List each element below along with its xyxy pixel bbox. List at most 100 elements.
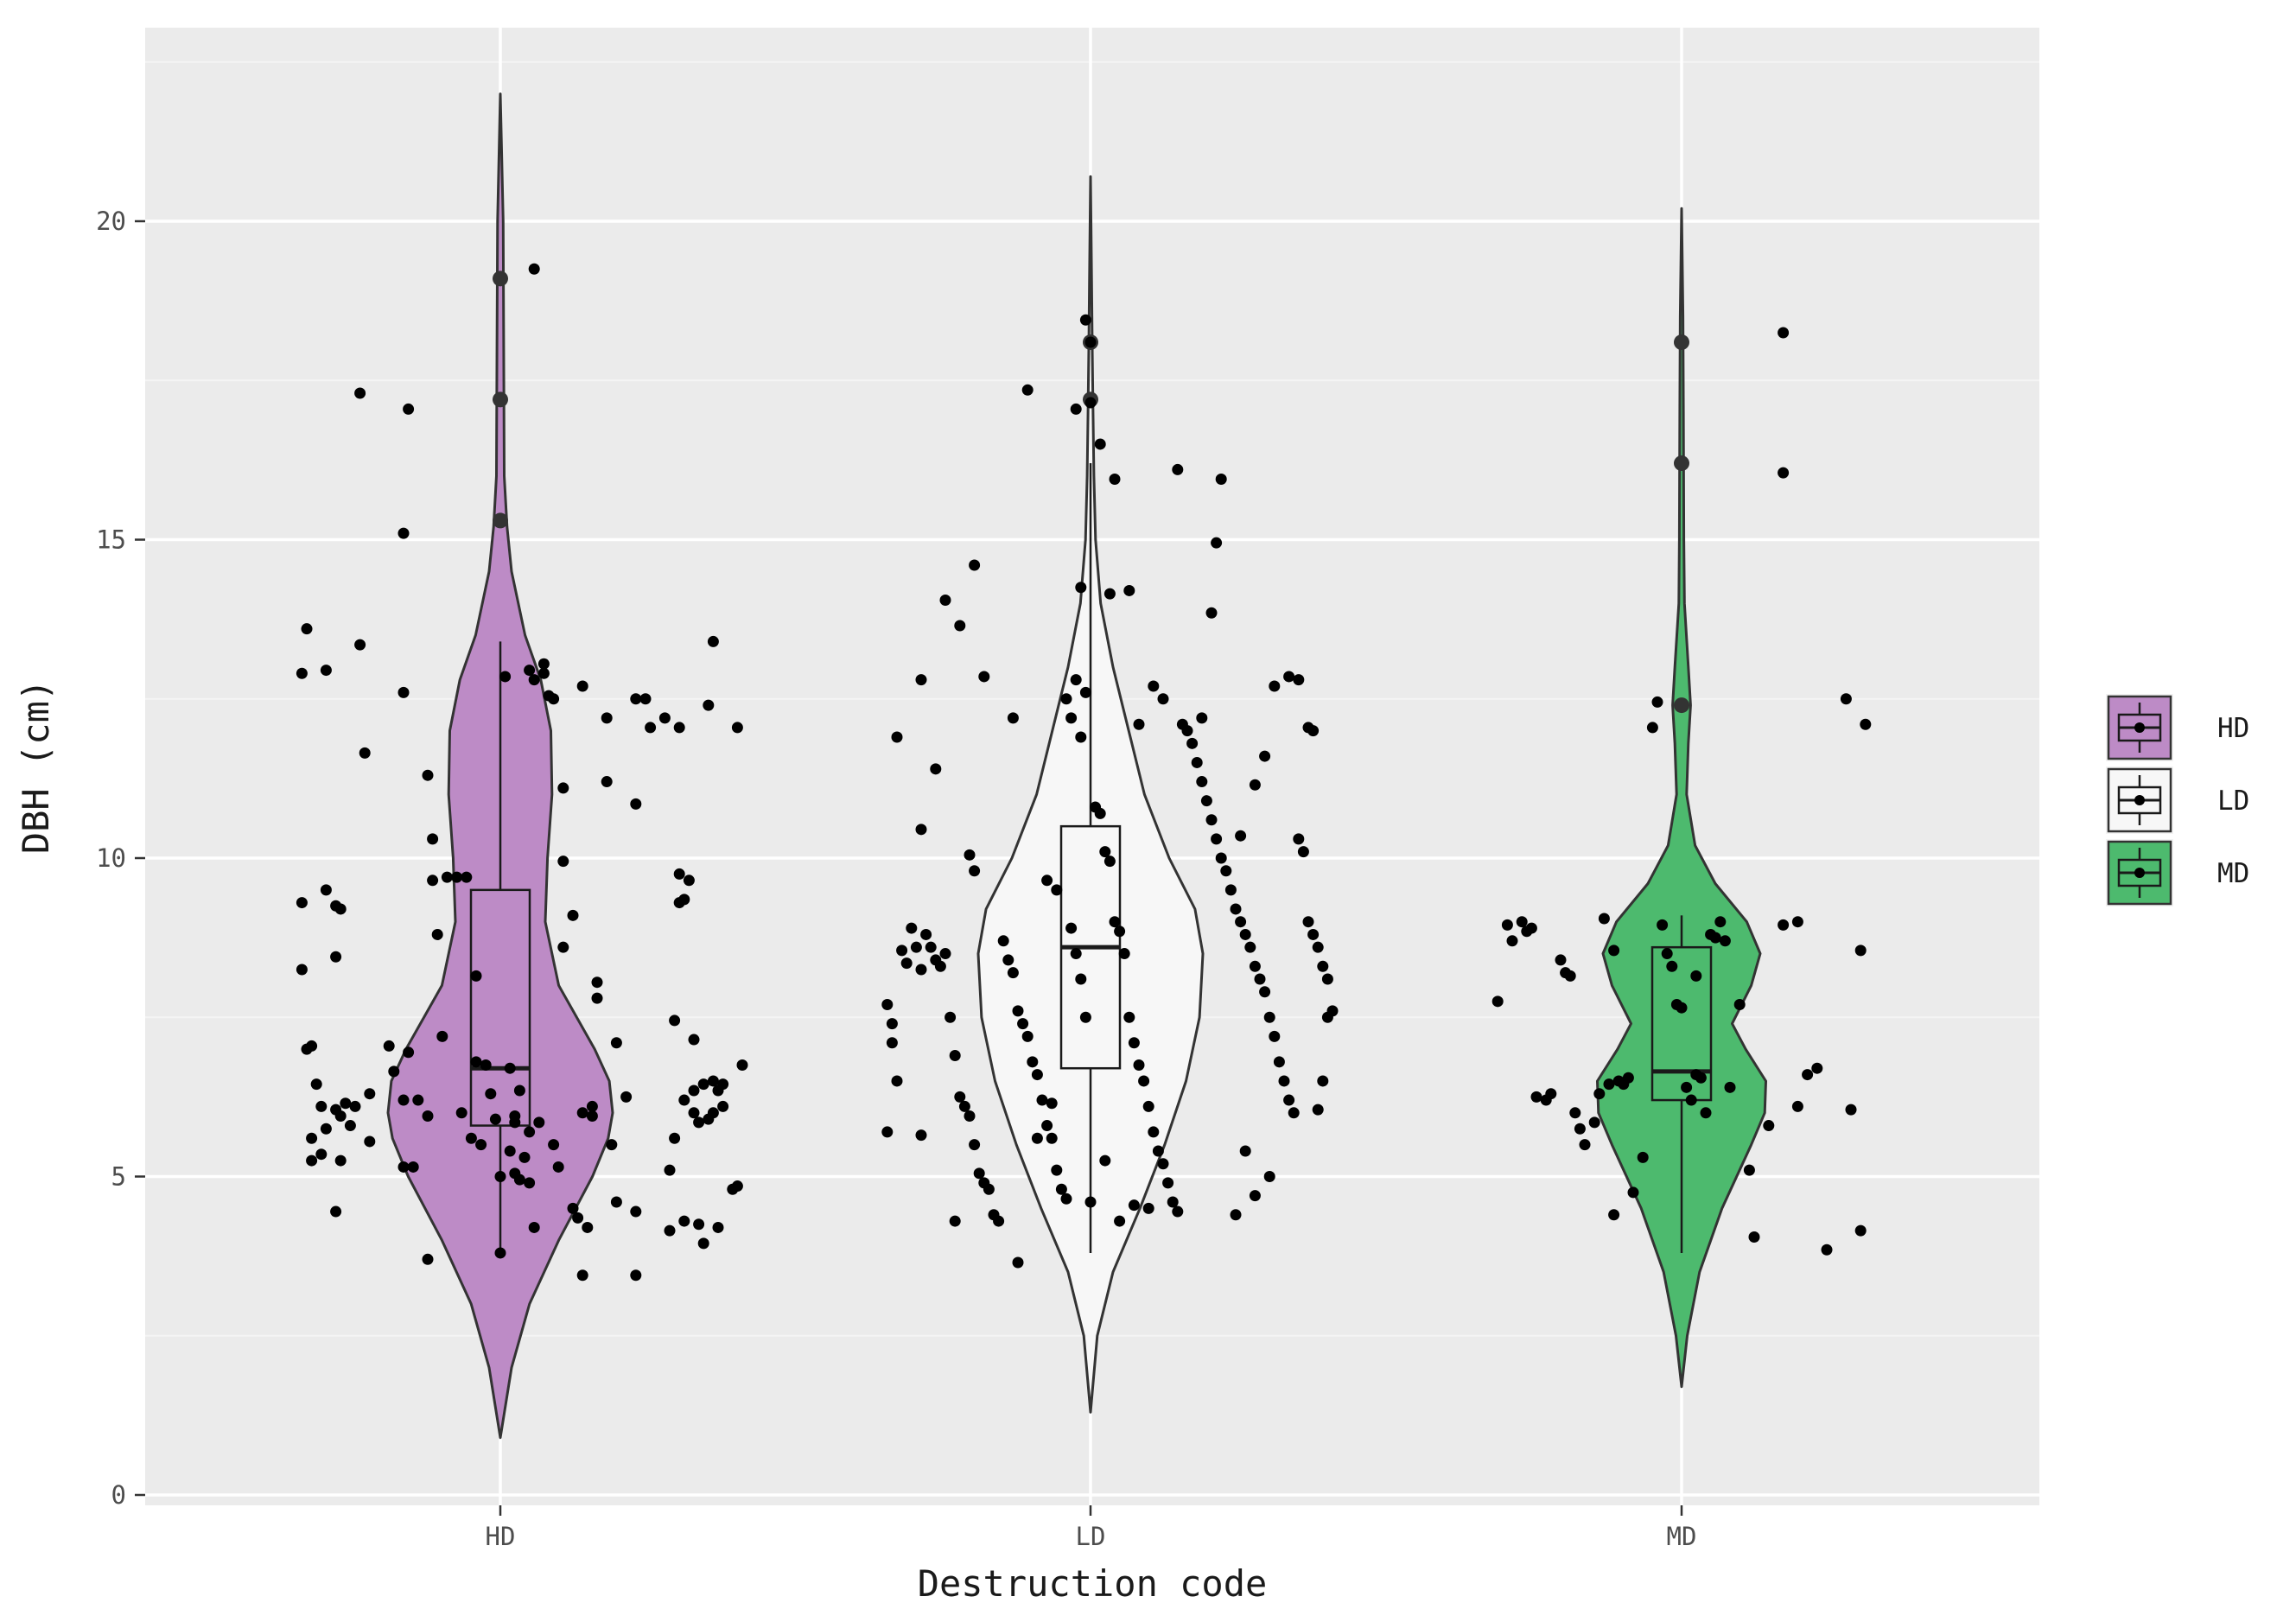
data-point [364,1135,376,1148]
data-point [1622,1072,1634,1084]
data-point [537,667,550,679]
data-point [1021,384,1034,396]
legend-point [2134,795,2145,805]
data-point [1239,928,1251,940]
data-point [669,1132,681,1144]
data-point [1748,1231,1760,1244]
data-point [1036,1094,1048,1106]
data-point [1181,725,1193,737]
data-point [1075,731,1087,743]
data-point [1724,1081,1736,1093]
data-point [707,635,719,647]
data-point [455,1107,467,1119]
data-point [1109,916,1121,928]
y-axis-title: DBH (cm) [15,679,57,854]
data-point [1259,750,1271,762]
data-point [572,1212,584,1224]
data-point [1506,935,1518,947]
legend: HD LD MD [2106,694,2249,906]
data-point [1676,1002,1688,1014]
data-point [403,403,415,415]
data-point [1249,1190,1261,1202]
data-point [1084,1196,1097,1208]
data-point [1128,1199,1140,1212]
data-point [915,824,927,836]
data-point [1545,1088,1557,1100]
data-point [1288,1107,1300,1119]
data-point [949,1215,961,1227]
data-point [494,1171,506,1182]
legend-label: HD [2217,713,2249,744]
x-tick-label-ld: LD [1076,1522,1106,1551]
data-point [731,722,743,734]
data-point [1579,1139,1591,1151]
data-point [896,945,908,957]
violin-groups [296,92,1872,1440]
data-point [1743,1164,1755,1176]
data-point [591,976,603,989]
data-point [1017,1018,1029,1030]
data-point [1099,1154,1111,1167]
data-point [1603,1078,1615,1091]
x-tick-label-hd: HD [486,1522,516,1551]
data-point [1084,397,1097,409]
data-point [524,1177,536,1189]
data-point [499,671,512,683]
data-point [422,769,434,781]
data-point [485,1088,497,1100]
data-point [1802,1069,1814,1081]
data-point [969,559,981,571]
data-point [398,1161,410,1173]
data-point [939,948,951,960]
data-point [1244,941,1256,953]
data-point [601,776,613,788]
data-point [528,674,540,686]
group-hd [296,92,748,1440]
data-point [1661,948,1673,960]
data-point [296,667,308,679]
data-point [1791,916,1803,928]
legend-label: LD [2217,786,2249,817]
data-point [1593,1088,1606,1100]
data-point [349,1100,361,1112]
data-point [1065,922,1078,934]
data-point [330,951,342,963]
data-point [1249,960,1261,972]
y-tick-label: 0 [111,1480,126,1510]
data-point [557,941,569,953]
data-point [489,1113,501,1125]
data-point [1714,916,1727,928]
data-point [1259,986,1271,998]
data-point [1007,712,1019,724]
data-point [1012,1005,1024,1017]
data-point [1220,865,1232,877]
data-point [1719,935,1731,947]
data-point [1196,776,1208,788]
data-point [658,712,671,724]
data-point [964,1110,976,1122]
data-point [1103,588,1116,600]
data-point [1293,674,1305,686]
violin-md [1596,207,1767,1389]
data-point [422,1110,434,1122]
data-point [1099,846,1111,858]
data-point [1215,852,1227,864]
data-point [630,693,642,705]
data-point [364,1088,376,1100]
data-point [398,527,410,539]
data-point [470,970,482,982]
outlier-point [1674,697,1689,714]
x-axis-title: Destruction code [918,1562,1268,1605]
data-point [1109,473,1121,485]
data-point [427,875,439,887]
data-point [983,1183,995,1195]
data-point [1263,1171,1275,1182]
data-point [1114,1215,1126,1227]
data-point [1263,1011,1275,1023]
data-point [1205,814,1218,826]
data-point [548,693,560,705]
data-point [664,1224,676,1237]
outlier-point [493,270,508,287]
data-point [610,1196,622,1208]
data-point [669,1015,681,1027]
